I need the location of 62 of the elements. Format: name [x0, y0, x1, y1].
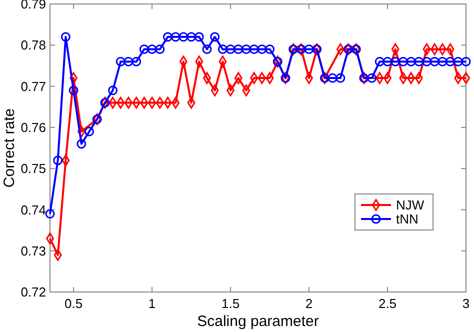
- point: [336, 73, 346, 83]
- point: [438, 56, 448, 66]
- point: [265, 44, 275, 54]
- point: [218, 44, 228, 54]
- point: [60, 32, 70, 42]
- point: [367, 73, 377, 83]
- point: [53, 156, 63, 166]
- x-tick-label: 1.5: [221, 296, 240, 311]
- point: [108, 86, 118, 96]
- point: [116, 56, 126, 66]
- point: [155, 44, 165, 54]
- point: [406, 56, 416, 66]
- point: [304, 44, 314, 54]
- legend-label: tNN: [396, 212, 418, 227]
- y-tick-label: 0.73: [20, 243, 46, 258]
- x-axis-title: Scaling parameter: [197, 313, 319, 330]
- point: [139, 44, 149, 54]
- x-tick-label: 1: [148, 296, 156, 311]
- point: [398, 56, 408, 66]
- point: [461, 56, 471, 66]
- y-tick-label: 0.75: [20, 161, 46, 176]
- x-tick-label: 2: [305, 296, 313, 311]
- point: [422, 56, 432, 66]
- y-tick-label: 0.78: [20, 38, 46, 53]
- point: [54, 249, 62, 261]
- point: [328, 73, 338, 83]
- y-tick-label: 0.77: [20, 78, 46, 94]
- point: [132, 56, 142, 66]
- point: [147, 44, 157, 54]
- point: [257, 44, 267, 54]
- point: [226, 44, 236, 54]
- y-tick-label: 0.72: [20, 284, 46, 300]
- point: [68, 86, 78, 96]
- point: [446, 56, 456, 66]
- point: [414, 56, 424, 66]
- point: [210, 32, 220, 42]
- point: [202, 44, 212, 54]
- point: [430, 56, 440, 66]
- y-tick-label: 0.74: [20, 202, 46, 218]
- point: [249, 44, 259, 54]
- point: [374, 56, 384, 66]
- legend-label: NJW: [396, 198, 425, 213]
- y-axis-title: Correct rate: [1, 108, 18, 188]
- x-tick-label: 3: [462, 296, 470, 311]
- point: [84, 126, 94, 136]
- point: [162, 32, 172, 42]
- point: [186, 32, 196, 42]
- point: [453, 56, 463, 66]
- y-tick-label: 0.76: [20, 120, 46, 135]
- point: [382, 56, 392, 66]
- point: [45, 209, 55, 219]
- point: [241, 44, 251, 54]
- point: [178, 32, 188, 42]
- point: [76, 139, 86, 149]
- point: [194, 32, 204, 42]
- point: [390, 56, 400, 66]
- point: [77, 126, 86, 138]
- point: [124, 56, 134, 66]
- point: [170, 32, 180, 42]
- point: [234, 44, 244, 54]
- x-tick-label: 2.5: [378, 296, 397, 311]
- x-tick-label: 0.5: [64, 296, 83, 311]
